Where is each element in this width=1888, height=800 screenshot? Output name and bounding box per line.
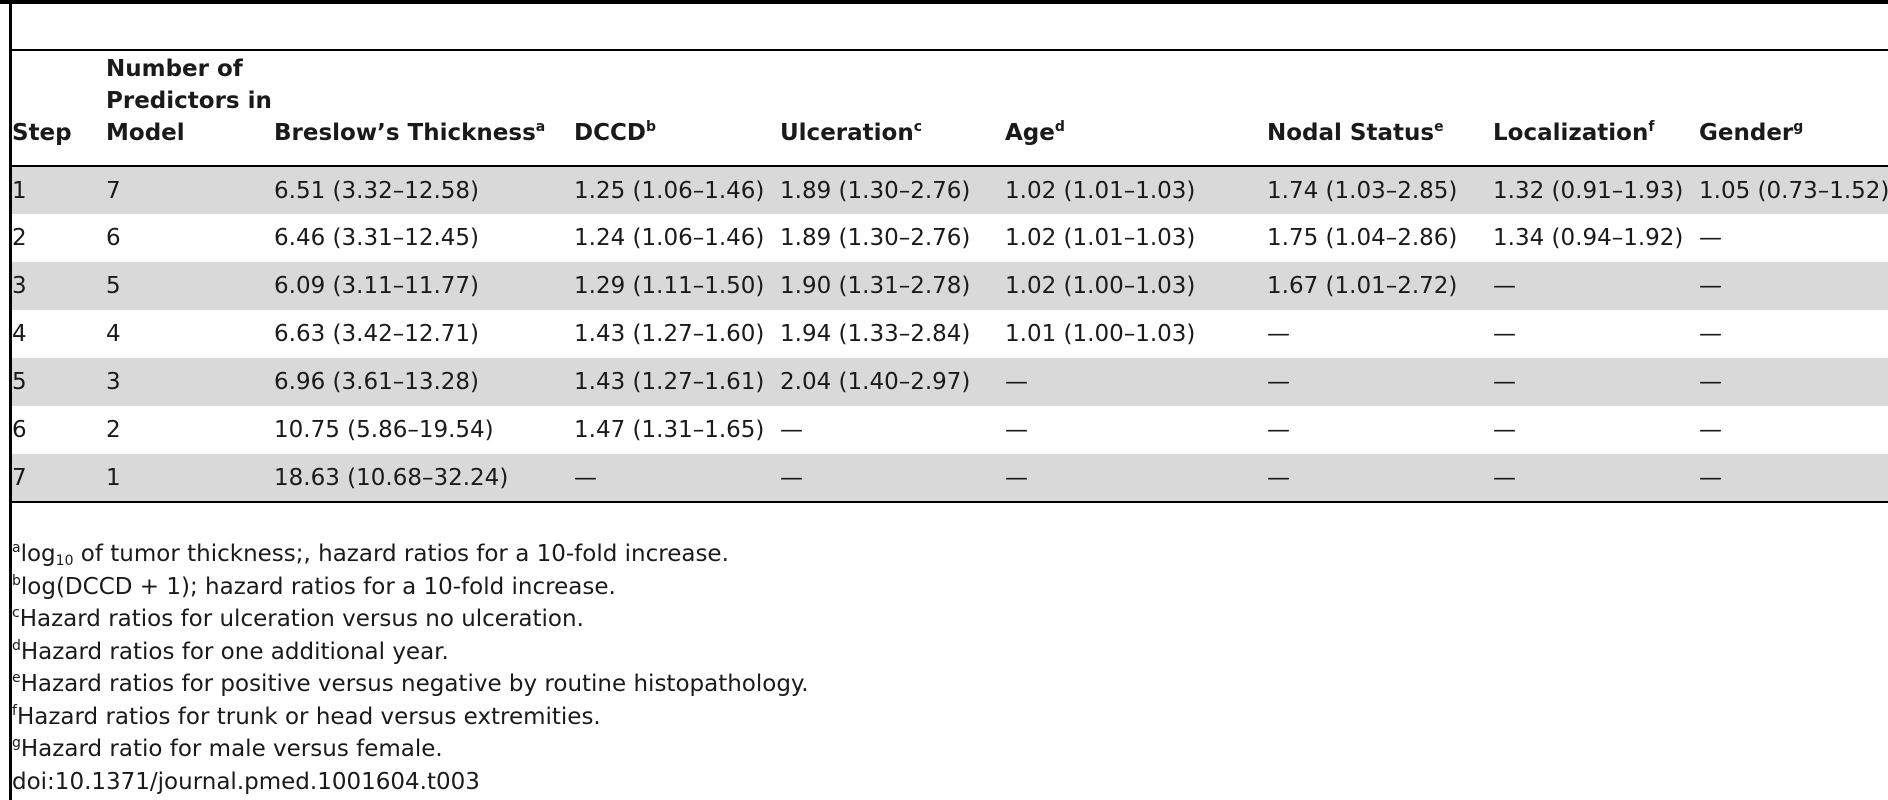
table-row: 4 4 6.63 (3.42–12.71) 1.43 (1.27–1.60) 1… xyxy=(12,310,1888,358)
doi-link[interactable]: doi:10.1371/journal.pmed.1001604.t003 xyxy=(12,768,480,795)
table-cell: 1.29 (1.11–1.50) xyxy=(574,262,780,310)
table-cell: 1.02 (1.00–1.03) xyxy=(1005,262,1267,310)
footnote-f: fHazard ratios for trunk or head versus … xyxy=(12,702,601,730)
table-cell: 1.02 (1.01–1.03) xyxy=(1005,225,1196,251)
footnote-b: blog(DCCD + 1); hazard ratios for a 10-f… xyxy=(12,572,616,600)
footnote-g: gHazard ratio for male versus female. xyxy=(12,735,443,762)
table-row: 3 5 6.09 (3.11–11.77) 1.29 (1.11–1.50) 1… xyxy=(12,262,1888,310)
table-cell: 1.43 (1.27–1.61) xyxy=(574,358,780,406)
table-cell: — xyxy=(1267,454,1493,503)
table-row: 2 6 6.46 (3.31–12.45) 1.24 (1.06–1.46) 1… xyxy=(12,214,1888,262)
column-header-breslow: Breslow’s Thicknessa xyxy=(274,51,574,167)
table-footnotes: alog10 of tumor thickness;, hazard ratio… xyxy=(12,538,809,798)
table-cell: 1.43 (1.27–1.60) xyxy=(574,321,765,347)
table-cell: 6.63 (3.42–12.71) xyxy=(274,321,480,347)
table-cell: 1 xyxy=(12,166,106,214)
column-header-age: Aged xyxy=(1005,51,1267,167)
table-cell: — xyxy=(1005,454,1267,503)
table-row: 7 1 18.63 (10.68–32.24) — — — — — — xyxy=(12,454,1888,503)
table-cell: 1.74 (1.03–2.85) xyxy=(1267,166,1493,214)
top-border xyxy=(0,0,1888,4)
table-cell: 1.89 (1.30–2.76) xyxy=(780,225,971,251)
table-cell: — xyxy=(1699,454,1888,503)
footnote-d: dHazard ratios for one additional year. xyxy=(12,637,449,665)
table-cell: 1.67 (1.01–2.72) xyxy=(1267,262,1493,310)
table-cell: 6 xyxy=(12,417,27,443)
table-cell: 18.63 (10.68–32.24) xyxy=(274,454,574,503)
table-cell: 4 xyxy=(12,321,27,347)
table-cell: — xyxy=(574,454,780,503)
table-top-rule xyxy=(12,49,1888,51)
table-cell: 5 xyxy=(106,262,274,310)
table-cell: 1.24 (1.06–1.46) xyxy=(574,225,765,251)
table-cell: 6.96 (3.61–13.28) xyxy=(274,358,574,406)
table-cell: — xyxy=(1005,358,1267,406)
table-cell: 1.89 (1.30–2.76) xyxy=(780,166,1005,214)
table-cell: 2 xyxy=(106,417,121,443)
table-cell: 1.02 (1.01–1.03) xyxy=(1005,166,1267,214)
hazard-ratio-table: Step Number of Predictors in Model Bresl… xyxy=(12,51,1888,503)
table-cell: 1.05 (0.73–1.52) xyxy=(1699,166,1888,214)
table-cell: — xyxy=(1493,417,1516,443)
table-cell: 6.09 (3.11–11.77) xyxy=(274,262,574,310)
header-row: Step Number of Predictors in Model Bresl… xyxy=(12,51,1888,167)
table-cell: — xyxy=(1267,321,1290,347)
table-cell: 1.32 (0.91–1.93) xyxy=(1493,166,1699,214)
table-cell: 1.47 (1.31–1.65) xyxy=(574,417,765,443)
table-cell: 1.25 (1.06–1.46) xyxy=(574,166,780,214)
table-cell: 10.75 (5.86–19.54) xyxy=(274,417,494,443)
table-cell: 7 xyxy=(106,166,274,214)
column-header-dccd: DCCDb xyxy=(574,51,780,167)
table-row: 6 2 10.75 (5.86–19.54) 1.47 (1.31–1.65) … xyxy=(12,406,1888,454)
column-header-nodal-status: Nodal Statuse xyxy=(1267,51,1493,167)
table-cell: — xyxy=(780,417,803,443)
table-cell: 6.46 (3.31–12.45) xyxy=(274,225,480,251)
column-header-localization: Localizationf xyxy=(1493,51,1699,167)
table-cell: — xyxy=(1699,321,1722,347)
table-cell: — xyxy=(1267,417,1290,443)
table-cell: 1.01 (1.00–1.03) xyxy=(1005,321,1196,347)
table-cell: — xyxy=(1699,225,1722,251)
table-cell: 1.34 (0.94–1.92) xyxy=(1493,225,1684,251)
column-header-gender: Genderg xyxy=(1699,51,1888,167)
table-row: 5 3 6.96 (3.61–13.28) 1.43 (1.27–1.61) 2… xyxy=(12,358,1888,406)
table-cell: 6.51 (3.32–12.58) xyxy=(274,166,574,214)
table-cell: — xyxy=(1699,262,1888,310)
table-cell: 6 xyxy=(106,225,121,251)
table-cell: — xyxy=(1005,417,1028,443)
table-cell: 1 xyxy=(106,454,274,503)
table-cell: — xyxy=(1699,358,1888,406)
column-header-step: Step xyxy=(12,51,106,167)
table-cell: — xyxy=(780,454,1005,503)
table-cell: 5 xyxy=(12,358,106,406)
column-header-ulceration: Ulcerationc xyxy=(780,51,1005,167)
table-cell: — xyxy=(1267,358,1493,406)
table-cell: — xyxy=(1493,358,1699,406)
table-cell: 1.94 (1.33–2.84) xyxy=(780,321,971,347)
table-cell: — xyxy=(1493,262,1699,310)
left-border xyxy=(9,0,12,800)
table-cell: 2.04 (1.40–2.97) xyxy=(780,358,1005,406)
column-header-predictors: Number of Predictors in Model xyxy=(106,51,274,167)
table-cell: 3 xyxy=(12,262,106,310)
table-cell: 1.75 (1.04–2.86) xyxy=(1267,225,1458,251)
table-row: 1 7 6.51 (3.32–12.58) 1.25 (1.06–1.46) 1… xyxy=(12,166,1888,214)
table-cell: — xyxy=(1493,321,1516,347)
table-cell: — xyxy=(1699,417,1722,443)
table-cell: 2 xyxy=(12,225,27,251)
table-cell: 1.90 (1.31–2.78) xyxy=(780,262,1005,310)
table-cell: — xyxy=(1493,454,1699,503)
footnote-e: eHazard ratios for positive versus negat… xyxy=(12,670,809,697)
footnote-a: alog10 of tumor thickness;, hazard ratio… xyxy=(12,540,729,569)
table-cell: 3 xyxy=(106,358,274,406)
table-cell: 7 xyxy=(12,454,106,503)
footnote-c: cHazard ratios for ulceration versus no … xyxy=(12,605,584,632)
table-cell: 4 xyxy=(106,321,121,347)
